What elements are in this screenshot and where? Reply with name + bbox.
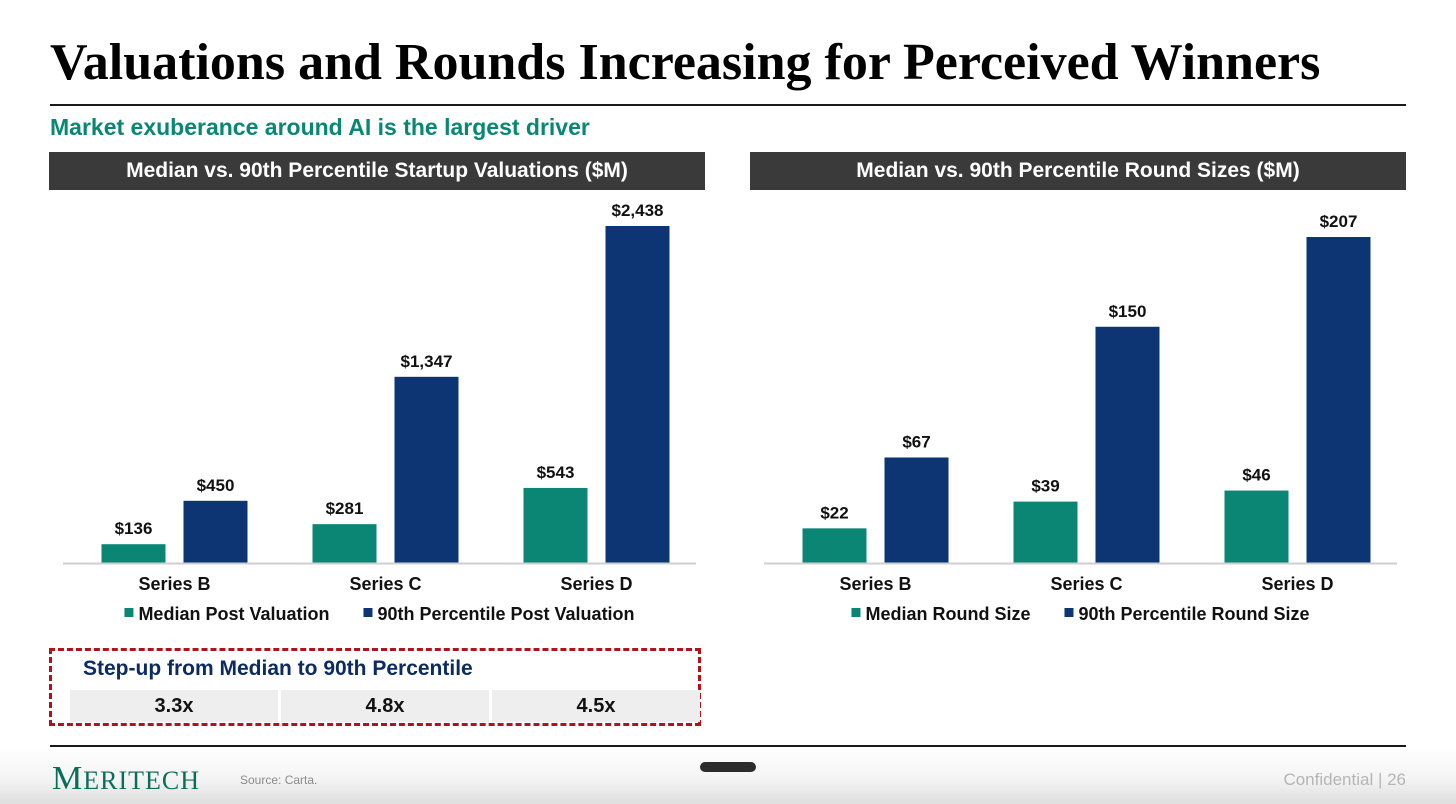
bar-0-1-0 [183, 500, 248, 563]
slide-subtitle: Market exuberance around AI is the large… [50, 114, 590, 140]
data-label-0-0-0: $136 [115, 519, 153, 538]
bar-0-1-1 [394, 376, 459, 563]
stepup-series-c: 4.8x [281, 690, 489, 722]
legend-label-1-1: 90th Percentile Round Size [1078, 604, 1309, 624]
legend-swatch-0-1 [363, 608, 373, 617]
footer-band [0, 748, 1456, 804]
data-label-1-0-1: $39 [1031, 477, 1059, 496]
legend-label-0-0: Median Post Valuation [138, 604, 329, 624]
valuations-chart-title: Median vs. 90th Percentile Startup Valua… [49, 152, 705, 190]
x-tick-label-1-2: Series D [1261, 574, 1333, 594]
data-label-1-0-2: $46 [1242, 466, 1270, 485]
data-label-0-0-2: $543 [537, 463, 575, 482]
source-note: Source: Carta. [240, 773, 318, 787]
page-footer-label: Confidential | 26 [1283, 770, 1406, 789]
data-label-0-0-1: $281 [326, 499, 364, 518]
stepup-series-d: 4.5x [492, 690, 700, 722]
bar-0-0-0 [101, 544, 166, 563]
bar-1-0-0 [802, 528, 867, 563]
bar-1-1-2 [1306, 237, 1371, 563]
x-tick-label-0-1: Series C [349, 574, 421, 594]
legend-swatch-1-1 [1064, 608, 1074, 617]
title-divider [50, 104, 1406, 106]
x-tick-label-1-1: Series C [1050, 574, 1122, 594]
legend-swatch-1-0 [851, 608, 861, 617]
bar-1-1-0 [884, 457, 949, 563]
data-label-1-1-2: $207 [1320, 212, 1358, 231]
bar-0-0-1 [312, 524, 377, 563]
legend-label-1-0: Median Round Size [865, 604, 1030, 624]
bar-0-0-2 [523, 487, 588, 563]
data-label-0-1-2: $2,438 [612, 201, 664, 220]
data-label-1-1-0: $67 [902, 432, 930, 451]
bar-1-1-1 [1095, 326, 1160, 563]
stepup-table: 3.3x 4.8x 4.5x [70, 690, 700, 722]
slide-title: Valuations and Rounds Increasing for Per… [50, 34, 1321, 91]
x-tick-label-0-2: Series D [560, 574, 632, 594]
bar-charts: $136 $450 Series B $281 $1,347 Series C $543 $2… [63, 201, 1397, 624]
x-tick-label-0-0: Series B [138, 574, 210, 594]
meritech-logo: MERITECH [52, 760, 200, 797]
bar-0-1-2 [605, 226, 670, 563]
stepup-callout: Step-up from Median to 90th Percentile 3… [49, 648, 701, 726]
x-tick-label-1-0: Series B [839, 574, 911, 594]
data-label-1-1-1: $150 [1109, 302, 1147, 321]
data-label-0-1-1: $1,347 [401, 352, 453, 371]
stepup-series-b: 3.3x [70, 690, 278, 722]
stepup-title: Step-up from Median to 90th Percentile [83, 657, 473, 680]
data-label-0-1-0: $450 [197, 476, 235, 495]
legend-swatch-0-0 [124, 608, 134, 617]
bar-1-0-2 [1224, 490, 1289, 563]
legend-label-0-1: 90th Percentile Post Valuation [377, 604, 634, 624]
bar-1-0-1 [1013, 501, 1078, 563]
round-sizes-chart-title: Median vs. 90th Percentile Round Sizes (… [750, 152, 1406, 190]
data-label-1-0-0: $22 [820, 503, 848, 522]
footer-divider [50, 745, 1406, 747]
scroll-handle[interactable] [700, 762, 756, 772]
